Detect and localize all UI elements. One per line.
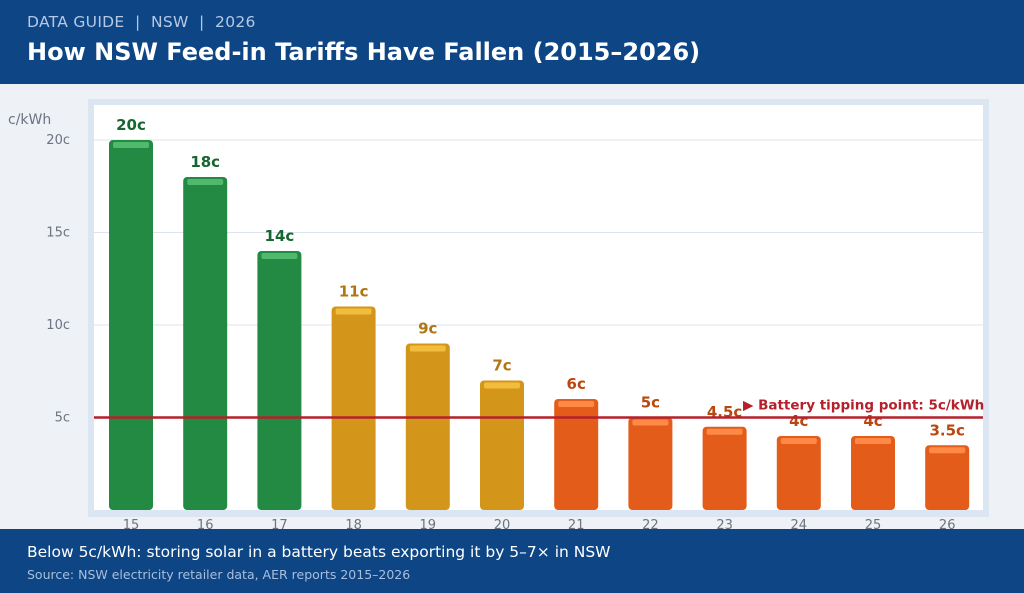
x-tick-labels: 15 16 17 18 19 20 21 22 23 24 25 26 [123,518,956,529]
bar-highlight [261,253,298,259]
bar [554,399,599,510]
value-label: 3.5c [929,421,964,439]
value-label: 4c [863,412,882,430]
bar-highlight [929,447,966,454]
value-label: 5c [641,394,660,412]
x-tick-label: 24 [791,518,808,529]
x-tick-label: 22 [642,518,659,529]
bar [109,140,153,510]
value-label: 4c [789,412,808,430]
y-tick-labels: 5c 10c 15c 20c [46,133,70,426]
bar [480,380,524,510]
bar-highlight [113,142,149,148]
value-label: 18c [190,153,220,171]
x-tick-label: 17 [271,518,288,529]
eyebrow-text: DATA GUIDE | NSW | 2026 [27,13,256,31]
x-tick-label: 23 [716,518,733,529]
x-tick-label: 16 [197,518,214,529]
bar [851,436,895,510]
source-text: Source: NSW electricity retailer data, A… [27,567,411,582]
bar-highlight [558,401,595,407]
header-banner: DATA GUIDE | NSW | 2026 How NSW Feed-in … [0,0,1024,84]
x-tick-label: 15 [123,518,140,529]
value-label: 6c [567,375,586,393]
x-tick-label: 20 [494,518,511,529]
bar-highlight [855,438,891,444]
value-label: 20c [116,116,146,134]
value-label: 14c [265,227,295,245]
bar-highlight [780,438,817,444]
bar [776,436,821,510]
bar-highlight [632,419,669,426]
reference-line-group: ▶ Battery tipping point: 5c/kWh [94,398,984,419]
y-tick-label: 15c [46,226,70,241]
y-tick-label: 20c [46,133,70,148]
x-tick-label: 19 [420,518,437,529]
value-label: 11c [339,283,369,301]
page-title: How NSW Feed-in Tariffs Have Fallen (201… [27,38,701,66]
bar-highlight [706,428,743,435]
reference-line-label: ▶ Battery tipping point: 5c/kWh [743,398,984,414]
y-axis-label: c/kWh [8,112,51,128]
bar [628,417,673,510]
bar [702,426,747,510]
bar-highlight [335,308,372,315]
bar [183,177,228,510]
bar [331,306,376,510]
bar [257,251,302,510]
value-label: 7c [492,357,511,375]
x-tick-label: 25 [865,518,882,529]
bar [405,343,450,510]
takeaway-text: Below 5c/kWh: storing solar in a battery… [27,543,611,561]
bars [109,140,970,510]
x-tick-label: 26 [939,518,956,529]
y-tick-label: 10c [46,318,70,333]
footer-banner: Below 5c/kWh: storing solar in a battery… [0,529,1024,593]
bar-highlight [187,179,224,185]
y-tick-label: 5c [55,411,70,426]
x-tick-label: 21 [568,518,585,529]
bar-highlight [409,345,446,352]
x-tick-label: 18 [345,518,362,529]
bar [925,445,970,510]
bar-highlight [484,382,520,389]
value-label: 9c [418,320,437,338]
plot-area [94,105,983,510]
